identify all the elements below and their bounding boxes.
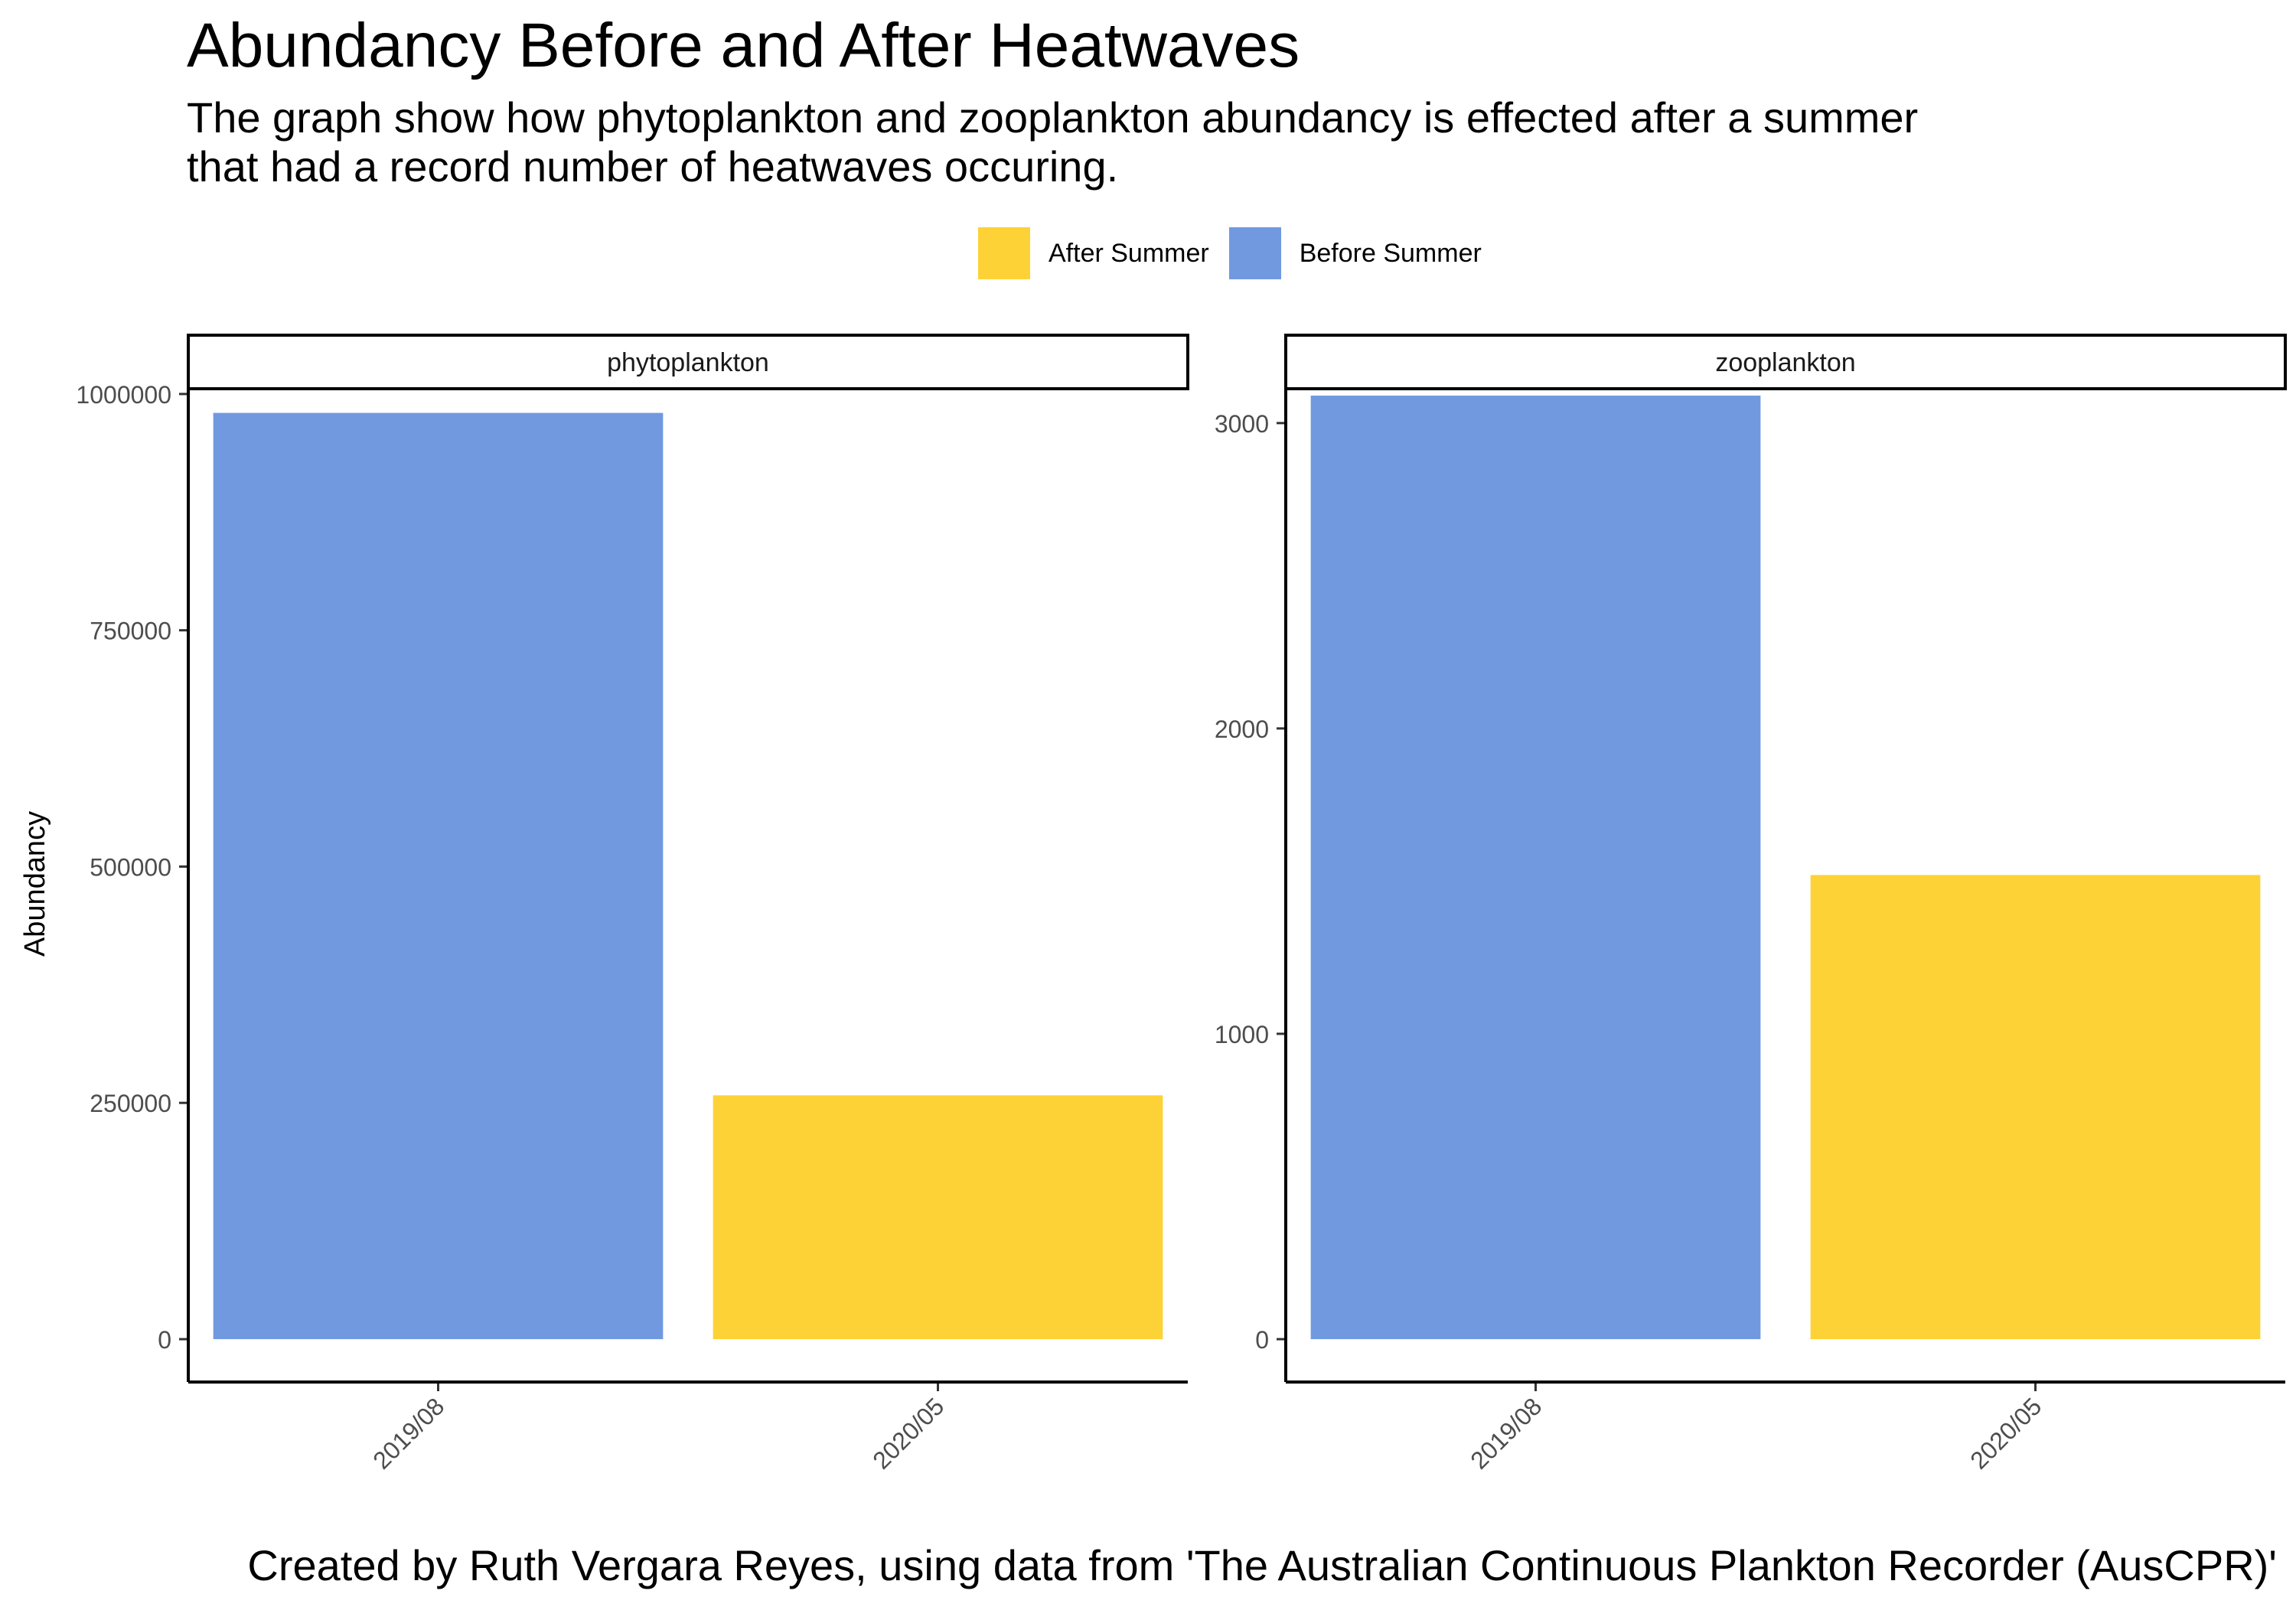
legend-label-after-summer: After Summer [1049,238,1209,268]
panel-phytoplankton: phytoplankton 2019/08 2020/05 0 250000 500000… [19,334,1189,1475]
x-tick-label-phytoplankton-1: 2020/05 [867,1392,949,1474]
legend: After Summer Before Summer [978,227,1502,280]
facet-label-zooplankton: zooplankton [1715,348,1855,377]
x-tick-label-phytoplankton-0: 2019/08 [367,1392,449,1474]
x-tick-label-zooplankton-0: 2019/08 [1465,1392,1547,1474]
legend-item-after-summer: After Summer [978,227,1209,279]
legend-key-after-summer [978,227,1030,279]
x-tick-label-zooplankton-1: 2020/05 [1965,1392,2047,1474]
facet-label-phytoplankton: phytoplankton [607,348,769,377]
chart-subtitle: The graph show how phytoplankton and zoo… [187,93,2253,191]
chart-caption: Created by Ruth Vergara Reyes, using dat… [247,1541,2277,1589]
y-tick-label-zooplankton-3: 3000 [1215,410,1269,438]
subtitle-line-1: The graph show how phytoplankton and zoo… [187,93,1919,142]
subtitle-line-2: that had a record number of heatwaves oc… [187,142,1119,191]
bar-zooplankton-2020/05 [1810,875,2261,1339]
bar-phytoplankton-2019/08 [213,412,664,1340]
y-axis-title: Abundancy [19,811,51,957]
chart-title: Abundancy Before and After Heatwaves [187,11,1300,80]
facet-strip-phytoplankton [187,334,1189,390]
y-tick-label-phytoplankton-1: 250000 [90,1090,171,1117]
facet-strip-zooplankton [1284,334,2287,390]
y-tick-label-zooplankton-1: 1000 [1215,1021,1269,1048]
legend-key-before-summer [1228,227,1281,279]
y-tick-label-zooplankton-0: 0 [1255,1326,1269,1354]
y-tick-label-phytoplankton-4: 1000000 [76,381,171,409]
bar-phytoplankton-2020/05 [713,1095,1163,1339]
panel-zooplankton: zooplankton 2019/08 2020/05 0 1000 2000 3000 [1215,334,2287,1475]
legend-item-before-summer: Before Summer [1228,227,1482,279]
y-tick-label-phytoplankton-2: 500000 [90,853,171,881]
y-tick-label-phytoplankton-0: 0 [158,1326,171,1354]
legend-label-before-summer: Before Summer [1299,238,1482,268]
y-tick-label-zooplankton-2: 2000 [1215,715,1269,743]
bar-zooplankton-2019/08 [1310,395,1761,1339]
y-tick-label-phytoplankton-3: 750000 [90,618,171,645]
